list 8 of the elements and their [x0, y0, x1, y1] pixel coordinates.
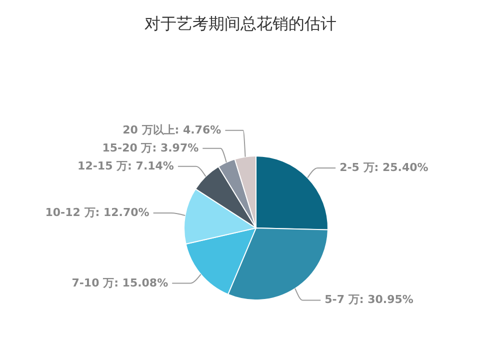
- slice-label: 2-5 万: 25.40%: [340, 160, 428, 174]
- slice-label: 12-15 万: 7.14%: [78, 159, 174, 172]
- chart-title: 对于艺考期间总花销的估计: [144, 14, 336, 33]
- slice-label: 20 万以上: 4.76%: [122, 123, 222, 136]
- slice-label: 7-10 万: 15.08%: [72, 276, 168, 290]
- slice-label: 10-12 万: 12.70%: [45, 206, 150, 220]
- slice-label: 5-7 万: 30.95%: [324, 293, 414, 306]
- slice-label: 15-20 万: 3.97%: [102, 141, 199, 154]
